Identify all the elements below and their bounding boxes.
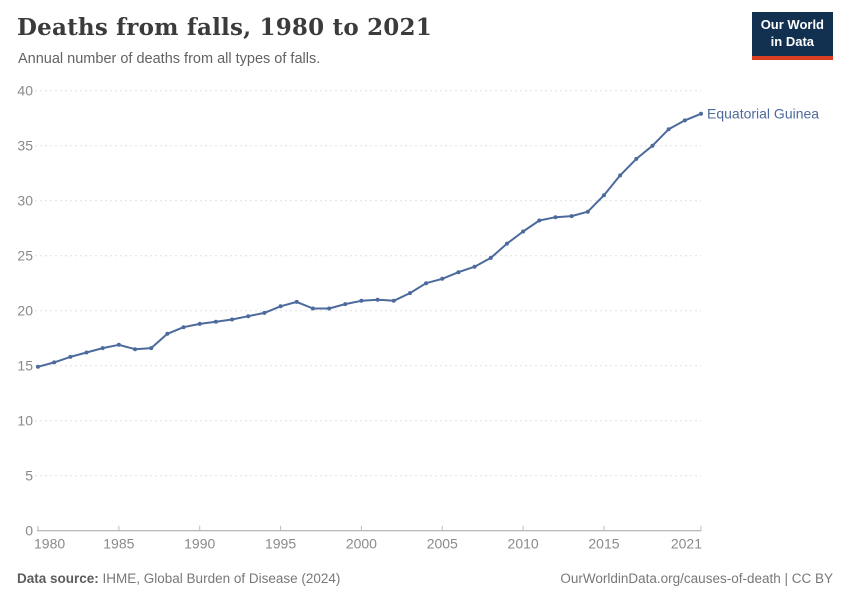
data-point[interactable] <box>84 350 89 355</box>
data-point[interactable] <box>585 209 590 214</box>
data-point[interactable] <box>699 111 703 116</box>
y-axis-tick-label: 35 <box>17 138 33 154</box>
data-point[interactable] <box>553 215 558 220</box>
data-point[interactable] <box>197 321 202 326</box>
data-point[interactable] <box>327 306 332 311</box>
x-axis-tick-label: 1995 <box>265 536 296 552</box>
line-chart-canvas[interactable]: 0 5 10 15 20 25 30 35 40 1980 1985 1990 1995 2000 2005… <box>0 80 850 560</box>
data-point[interactable] <box>52 360 57 365</box>
y-axis-tick-label: 15 <box>17 358 33 374</box>
y-axis-tick-label: 10 <box>17 413 33 429</box>
owid-logo[interactable]: Our World in Data <box>751 12 833 60</box>
y-axis-tick-label: 5 <box>25 468 33 484</box>
data-point[interactable] <box>294 299 299 304</box>
data-point[interactable] <box>634 156 639 161</box>
data-point[interactable] <box>310 306 315 311</box>
data-point[interactable] <box>456 270 461 275</box>
x-axis-tick-label: 1990 <box>184 536 215 552</box>
chart-footer: Data source: IHME, Global Burden of Dise… <box>17 571 833 586</box>
data-point[interactable] <box>618 173 623 178</box>
data-point[interactable] <box>149 346 154 351</box>
data-point[interactable] <box>440 276 445 281</box>
data-point[interactable] <box>116 342 121 347</box>
data-point[interactable] <box>488 255 493 260</box>
owid-logo-line2: in Data <box>770 33 815 49</box>
data-point[interactable] <box>391 298 396 303</box>
data-point[interactable] <box>278 304 283 309</box>
data-point[interactable] <box>246 314 251 319</box>
owid-url-link[interactable]: OurWorldinData.org/causes-of-death | CC … <box>560 571 833 586</box>
y-axis-tick-label: 40 <box>17 83 33 99</box>
data-point[interactable] <box>36 364 40 369</box>
data-point[interactable] <box>537 218 542 223</box>
data-point[interactable] <box>213 319 218 324</box>
data-point[interactable] <box>407 291 412 296</box>
chart-title: Deaths from falls, 1980 to 2021 <box>17 14 432 41</box>
owid-logo-line1: Our World <box>760 17 824 32</box>
data-point[interactable] <box>650 143 655 148</box>
data-point[interactable] <box>424 281 429 286</box>
data-point[interactable] <box>262 310 267 315</box>
data-point[interactable] <box>165 331 170 336</box>
chart-subtitle: Annual number of deaths from all types o… <box>18 51 321 67</box>
x-axis-tick-label: 1980 <box>34 536 65 552</box>
data-point[interactable] <box>682 118 687 123</box>
x-axis-tick-label: 2000 <box>346 536 377 552</box>
data-point[interactable] <box>375 297 380 302</box>
data-point[interactable] <box>472 264 477 269</box>
data-point[interactable] <box>100 346 105 351</box>
y-axis-tick-label: 30 <box>17 193 33 209</box>
data-point[interactable] <box>359 298 364 303</box>
data-point[interactable] <box>181 325 186 330</box>
series-label-equatorial-guinea[interactable]: Equatorial Guinea <box>707 105 819 121</box>
data-point[interactable] <box>504 241 509 246</box>
x-axis-tick-label: 2021 <box>671 536 702 552</box>
data-point[interactable] <box>343 302 348 307</box>
x-axis-tick-label: 2010 <box>508 536 539 552</box>
data-source-text: IHME, Global Burden of Disease (2024) <box>98 571 341 586</box>
trend-line[interactable] <box>37 112 702 368</box>
data-point[interactable] <box>68 354 73 359</box>
data-point[interactable] <box>666 127 671 132</box>
data-point[interactable] <box>569 214 574 219</box>
data-point[interactable] <box>521 229 526 234</box>
data-point[interactable] <box>230 317 235 322</box>
data-point[interactable] <box>133 347 138 352</box>
y-axis-tick-label: 25 <box>17 248 33 264</box>
y-axis-tick-label: 20 <box>17 303 33 319</box>
x-axis-tick-label: 2005 <box>427 536 458 552</box>
data-source-note: Data source: IHME, Global Burden of Dise… <box>17 571 340 586</box>
data-source-label: Data source: <box>17 571 99 586</box>
data-point[interactable] <box>601 193 606 198</box>
x-axis-tick-label: 2015 <box>588 536 619 552</box>
x-axis-tick-label: 1985 <box>103 536 134 552</box>
y-axis-tick-label: 0 <box>25 523 33 539</box>
